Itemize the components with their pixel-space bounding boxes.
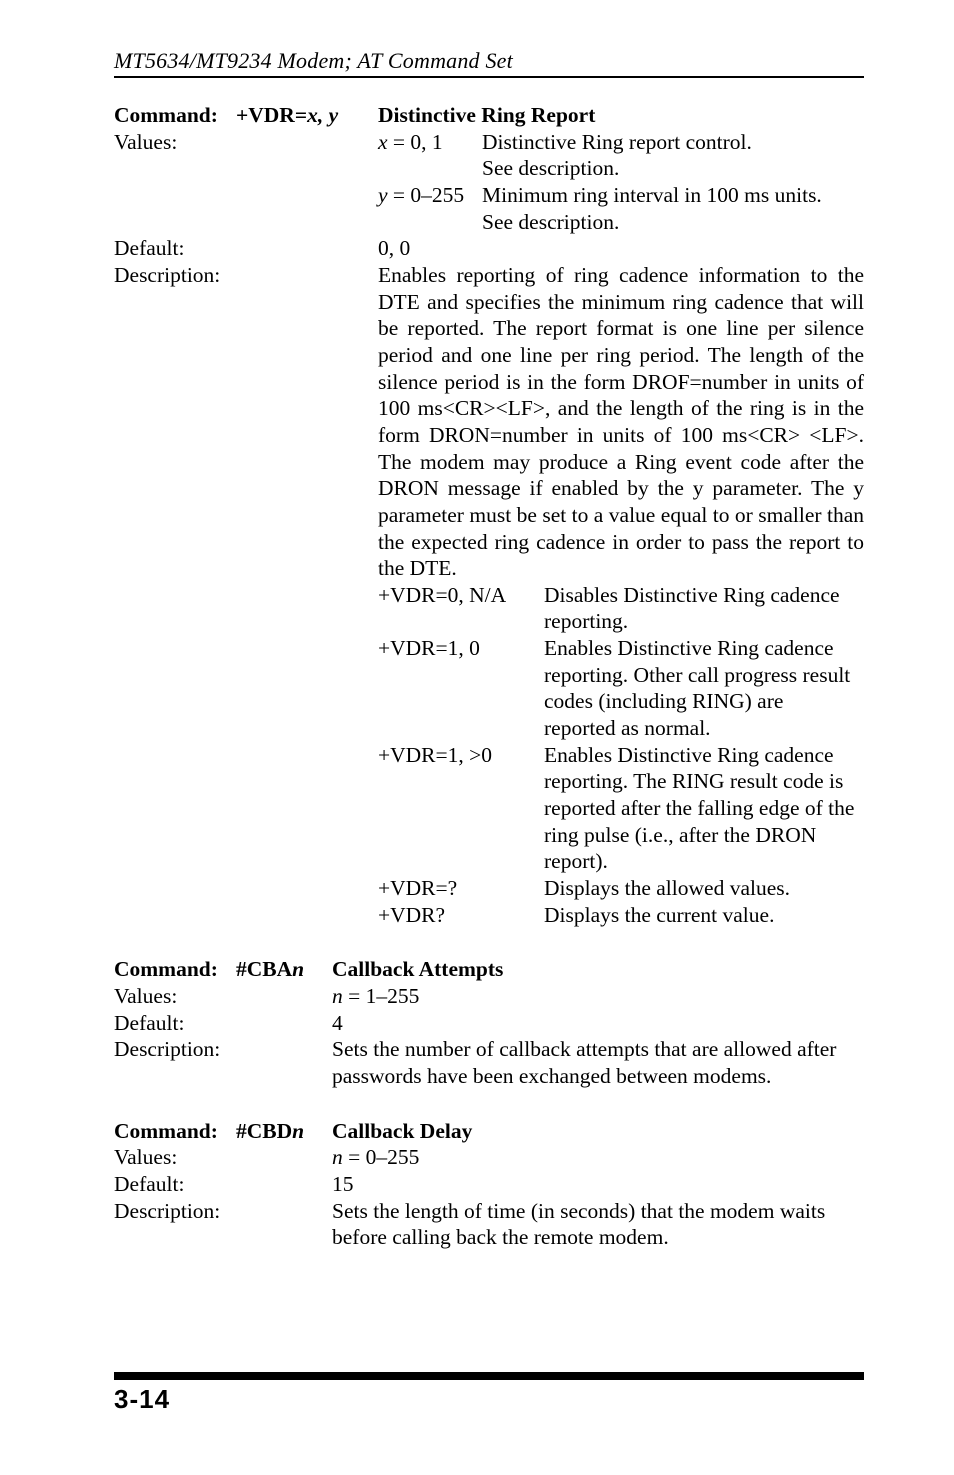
- vdr-subsetting-key: +VDR=0, N/A: [378, 582, 544, 609]
- vdr-param: +VDR=x, y: [236, 102, 378, 129]
- cba-values-value: n = 1–255: [332, 983, 864, 1010]
- vdr-values-x-line1: Distinctive Ring report control.: [482, 130, 752, 154]
- vdr-description-text: Enables reporting of ring cadence inform…: [378, 262, 864, 582]
- vdr-subsetting-row: +VDR=1, 0Enables Distinctive Ring cadenc…: [378, 635, 864, 742]
- cbd-values-row: Values: n = 0–255: [114, 1144, 864, 1171]
- vdr-subsettings: +VDR=0, N/ADisables Distinctive Ring cad…: [378, 582, 864, 929]
- vdr-description-row: Description: Enables reporting of ring c…: [114, 262, 864, 582]
- vdr-subsetting-row: +VDR=?Displays the allowed values.: [378, 875, 864, 902]
- values-label: Values:: [114, 1144, 332, 1171]
- cba-command-row: Command: #CBAn Callback Attempts: [114, 956, 864, 983]
- default-label: Default:: [114, 1010, 332, 1037]
- vdr-values-x-sym: x = 0, 1: [378, 129, 482, 182]
- content-body: Command: +VDR=x, y Distinctive Ring Repo…: [114, 102, 864, 1251]
- cba-values-n: n: [332, 984, 343, 1008]
- default-label: Default:: [114, 1171, 332, 1198]
- cba-values-row: Values: n = 1–255: [114, 983, 864, 1010]
- vdr-values-y-sym: y = 0–255: [378, 182, 482, 235]
- vdr-subsetting-row: +VDR=0, N/ADisables Distinctive Ring cad…: [378, 582, 864, 635]
- description-label: Description:: [114, 1198, 332, 1225]
- vdr-values-y-text: Minimum ring interval in 100 ms units. S…: [482, 182, 822, 235]
- vdr-subsetting-key: +VDR=?: [378, 875, 544, 902]
- cbd-default-row: Default: 15: [114, 1171, 864, 1198]
- vdr-title: Distinctive Ring Report: [378, 102, 595, 129]
- vdr-subsetting-row: +VDR=1, >0Enables Distinctive Ring caden…: [378, 742, 864, 875]
- vdr-subsetting-key: +VDR?: [378, 902, 544, 929]
- cbd-param-pre: #CBD: [236, 1119, 292, 1143]
- cbd-command-row: Command: #CBDn Callback Delay: [114, 1118, 864, 1145]
- vdr-subsetting-text: Enables Distinctive Ring cadence reporti…: [544, 742, 864, 875]
- command-label: Command:: [114, 956, 236, 983]
- vdr-command-row: Command: +VDR=x, y Distinctive Ring Repo…: [114, 102, 864, 129]
- vdr-values-y-line1: Minimum ring interval in 100 ms units.: [482, 183, 822, 207]
- vdr-values-y-var: y: [378, 183, 388, 207]
- cbd-title: Callback Delay: [332, 1118, 472, 1145]
- cba-title: Callback Attempts: [332, 956, 503, 983]
- default-label: Default:: [114, 235, 378, 262]
- cba-block: Command: #CBAn Callback Attempts Values:…: [114, 956, 864, 1089]
- cbd-default-value: 15: [332, 1171, 864, 1198]
- vdr-values-y-line2: See description.: [482, 210, 619, 234]
- header-rule: [114, 76, 864, 78]
- vdr-subsetting-text: Enables Distinctive Ring cadence reporti…: [544, 635, 864, 742]
- description-label: Description:: [114, 262, 378, 582]
- command-label: Command:: [114, 1118, 236, 1145]
- vdr-default-value: 0, 0: [378, 235, 410, 262]
- cbd-param-n: n: [292, 1119, 304, 1143]
- vdr-param-xy: x, y: [307, 103, 338, 127]
- cbd-values-rest: = 0–255: [343, 1145, 420, 1169]
- cbd-description-text: Sets the length of time (in seconds) tha…: [332, 1198, 864, 1251]
- cba-param-n: n: [292, 957, 304, 981]
- page-number: 3-14: [114, 1384, 864, 1415]
- cba-param-pre: #CBA: [236, 957, 292, 981]
- page: MT5634/MT9234 Modem; AT Command Set Comm…: [0, 0, 954, 1475]
- page-footer: 3-14: [114, 1372, 864, 1415]
- cbd-description-row: Description: Sets the length of time (in…: [114, 1198, 864, 1251]
- vdr-values-x-var: x: [378, 130, 388, 154]
- vdr-values-x-rest: = 0, 1: [388, 130, 443, 154]
- cba-description-row: Description: Sets the number of callback…: [114, 1036, 864, 1089]
- values-label: Values:: [114, 983, 332, 1010]
- description-label: Description:: [114, 1036, 332, 1063]
- vdr-param-leadin: +VDR=: [236, 103, 307, 127]
- cbd-block: Command: #CBDn Callback Delay Values: n …: [114, 1118, 864, 1251]
- cba-description-text: Sets the number of callback attempts tha…: [332, 1036, 864, 1089]
- vdr-default-row: Default: 0, 0: [114, 235, 864, 262]
- vdr-values-row-y: y = 0–255 Minimum ring interval in 100 m…: [114, 182, 864, 235]
- vdr-subsetting-text: Disables Distinctive Ring cadence report…: [544, 582, 864, 635]
- vdr-subsetting-text: Displays the allowed values.: [544, 875, 864, 902]
- cba-param: #CBAn: [236, 956, 332, 983]
- vdr-values-x-line2: See description.: [482, 156, 619, 180]
- values-label: Values:: [114, 129, 236, 156]
- vdr-values-y-rest: = 0–255: [388, 183, 465, 207]
- running-header: MT5634/MT9234 Modem; AT Command Set: [114, 48, 864, 74]
- vdr-values-x-text: Distinctive Ring report control. See des…: [482, 129, 752, 182]
- vdr-values-block: Values: x = 0, 1 Distinctive Ring report…: [114, 129, 864, 236]
- cbd-param: #CBDn: [236, 1118, 332, 1145]
- vdr-subsetting-key: +VDR=1, 0: [378, 635, 544, 662]
- cba-default-row: Default: 4: [114, 1010, 864, 1037]
- vdr-subsetting-text: Displays the current value.: [544, 902, 864, 929]
- cba-default-value: 4: [332, 1010, 864, 1037]
- cbd-values-n: n: [332, 1145, 343, 1169]
- footer-rule: [114, 1372, 864, 1380]
- vdr-values-row-x: Values: x = 0, 1 Distinctive Ring report…: [114, 129, 864, 182]
- cbd-values-value: n = 0–255: [332, 1144, 864, 1171]
- cba-values-rest: = 1–255: [343, 984, 420, 1008]
- command-label: Command:: [114, 102, 236, 129]
- vdr-subsetting-row: +VDR?Displays the current value.: [378, 902, 864, 929]
- vdr-subsetting-key: +VDR=1, >0: [378, 742, 544, 769]
